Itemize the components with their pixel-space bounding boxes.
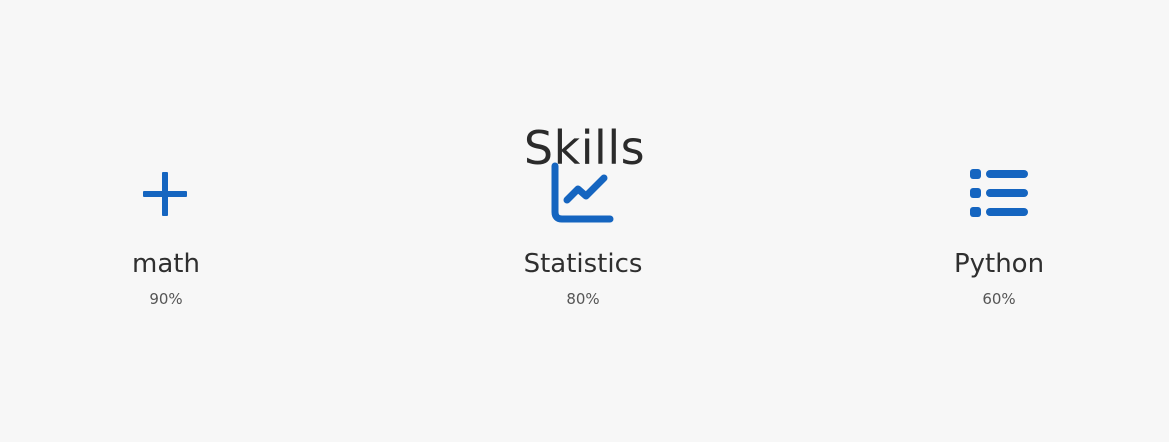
skill-name: Python	[953, 249, 1045, 279]
skill-name: math	[132, 249, 200, 279]
skill-level: 80%	[566, 290, 600, 308]
section-title: Skills	[523, 121, 646, 176]
plus-icon	[36, 160, 296, 226]
skill-level: 60%	[982, 290, 1016, 308]
skill-item-statistics: Statistics 80%	[453, 160, 713, 309]
skill-item-math: math 90%	[36, 160, 296, 309]
line-chart-icon	[453, 160, 713, 226]
skill-item-python: Python 60%	[869, 160, 1129, 309]
skill-level: 90%	[149, 290, 183, 308]
skill-name: Statistics	[523, 249, 643, 279]
list-icon	[869, 160, 1129, 226]
